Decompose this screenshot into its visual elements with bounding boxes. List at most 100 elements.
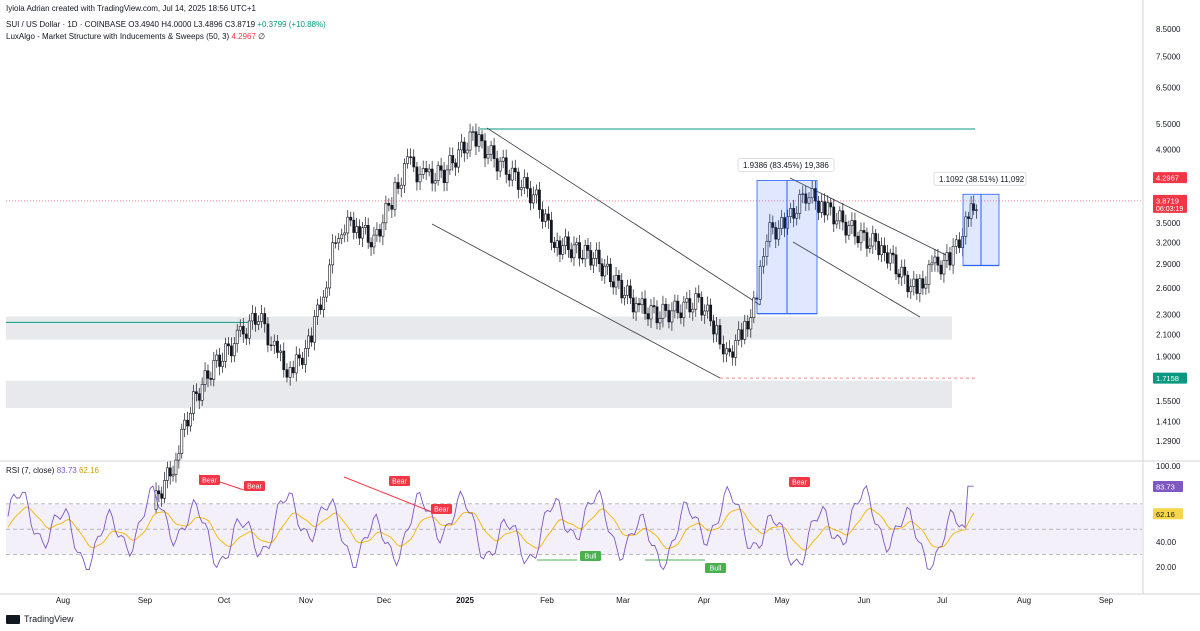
candle-body	[673, 300, 677, 312]
candle-body	[507, 174, 511, 181]
candle-body	[679, 312, 683, 319]
candle-body	[792, 208, 796, 219]
candle-body	[580, 257, 584, 260]
candle-body	[288, 367, 292, 378]
candle-body	[597, 249, 601, 265]
time-tick: Jun	[858, 596, 871, 605]
candle-body	[972, 203, 976, 211]
price-tick: 3.5000	[1156, 219, 1181, 228]
candle-body	[498, 160, 502, 172]
rsi-legend[interactable]: RSI (7, close) 83.73 62.16	[6, 466, 99, 475]
candle-body	[513, 167, 517, 173]
candle-body	[900, 266, 904, 278]
candle-body	[194, 391, 198, 394]
candle-body	[847, 225, 851, 236]
candle-body	[652, 305, 656, 308]
candle-body	[670, 310, 674, 323]
candle-body	[232, 343, 236, 357]
indicator-name: LuxAlgo - Market Structure with Induceme…	[6, 32, 230, 41]
price-badge-label: 1.7158	[1156, 374, 1179, 383]
candle-body	[402, 163, 406, 186]
candle-body	[575, 242, 579, 246]
candle-body	[203, 370, 207, 385]
rsi-value: 83.73	[56, 466, 77, 475]
candle-body	[337, 238, 341, 244]
price-tick: 2.9000	[1156, 260, 1181, 269]
measure-label-bg	[737, 158, 835, 172]
candle-body	[850, 220, 854, 226]
candle-body	[661, 303, 665, 319]
rsi-axis[interactable]: 100.00 83.73 62.16 40.00 20.00	[1153, 462, 1183, 572]
time-tick: Jul	[937, 596, 947, 605]
candle-body	[459, 141, 463, 151]
candle-body	[163, 480, 166, 499]
candle-body	[958, 239, 961, 248]
candle-body	[486, 154, 490, 159]
candle-body	[909, 286, 913, 293]
candle-body	[933, 256, 937, 264]
candle-body	[691, 308, 695, 313]
candle-body	[694, 293, 698, 310]
candle-body	[516, 171, 520, 190]
price-tick: 2.6000	[1156, 284, 1181, 293]
candle-body	[865, 232, 869, 249]
candle-body	[862, 230, 866, 233]
rsi-ma-line	[7, 506, 975, 551]
rsi-name: RSI (7, close)	[6, 466, 55, 475]
candle-body	[906, 274, 910, 293]
candle-body	[752, 297, 756, 318]
price-tick: 4.9000	[1156, 145, 1181, 154]
candle-body	[608, 263, 612, 283]
price-tick: 2.1000	[1156, 331, 1181, 340]
candle-body	[586, 245, 590, 251]
rsi-ma-value: 62.16	[78, 466, 99, 475]
candle-body	[421, 168, 425, 175]
candle-body	[600, 263, 604, 277]
price-axis[interactable]: 8.5000 7.5000 6.5000 5.5000 4.9000 3.5000 3.20…	[1153, 25, 1187, 446]
candle-body	[349, 216, 353, 221]
candle-body	[256, 321, 260, 325]
candle-body	[183, 419, 187, 430]
candle-body	[363, 225, 367, 228]
candle-body	[592, 258, 595, 266]
rsi-ma-badge-label: 62.16	[1156, 510, 1175, 519]
candle-body	[304, 348, 307, 365]
candle-body	[358, 226, 361, 239]
price-tick: 1.9000	[1156, 352, 1181, 361]
symbol-legend[interactable]: SUI / US Dollar · 1D · COINBASE O3.4940 …	[6, 20, 326, 29]
indicator-legend[interactable]: LuxAlgo - Market Structure with Induceme…	[6, 32, 265, 41]
candle-body	[783, 217, 787, 229]
candle-body	[328, 264, 332, 289]
candle-body	[942, 260, 946, 275]
rsi-tick: 40.00	[1156, 538, 1177, 547]
candle-body	[307, 335, 310, 349]
candle-body	[856, 235, 860, 244]
candle-body	[804, 193, 808, 204]
candle-body	[393, 182, 397, 210]
candle-body	[355, 226, 359, 233]
candle-body	[561, 245, 565, 255]
candle-body	[655, 306, 659, 324]
candle-body	[954, 239, 958, 247]
candle-body	[399, 184, 403, 189]
candle-body	[189, 413, 192, 427]
divergence-label: Bull	[710, 566, 722, 573]
candle-body	[519, 187, 523, 190]
divergence-label: Bull	[585, 554, 597, 561]
candle-body	[387, 202, 391, 206]
candle-body	[238, 326, 242, 331]
candle-body	[325, 287, 329, 298]
candle-body	[165, 467, 169, 481]
candle-body	[634, 303, 638, 313]
candle-body	[967, 216, 970, 219]
indicator-hidden-icon[interactable]: ∅	[258, 32, 266, 41]
candle-body	[192, 391, 195, 414]
candle-body	[522, 177, 526, 188]
candle-body	[912, 278, 916, 287]
time-axis[interactable]: Aug Sep Oct Nov Dec 2025 Feb Mar Apr May Jun Jul Aug…	[56, 596, 1114, 605]
candle-body	[266, 323, 270, 346]
candle-body	[549, 219, 553, 243]
candle-body	[820, 201, 824, 213]
candle-body	[480, 134, 484, 142]
